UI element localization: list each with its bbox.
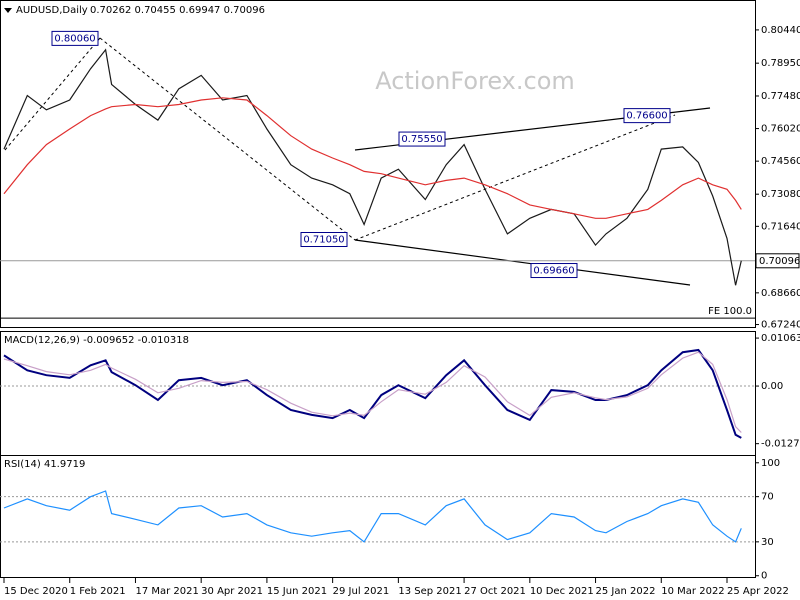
- annotation-label: 0.71050: [303, 235, 344, 246]
- x-tick-label: 30 Apr 2021: [201, 586, 263, 597]
- chart-title: AUDUSD,Daily: [16, 5, 88, 16]
- annotation-box: [530, 263, 578, 279]
- menu-icon: [4, 8, 12, 13]
- annotation-label: 0.75550: [401, 134, 442, 145]
- trend-dash: [4, 37, 101, 151]
- y-tick-label: 0.76020: [761, 124, 800, 135]
- y-tick-label: 0.00: [761, 381, 783, 392]
- series-line: [3, 97, 742, 219]
- macd-panel: [0, 331, 756, 456]
- y-tick-label: 0.74560: [761, 156, 800, 167]
- y-tick-label: 0.73080: [761, 189, 800, 200]
- y-tick-label: 70: [761, 492, 774, 503]
- watermark: ActionForex.com: [375, 67, 575, 95]
- x-tick-label: 13 Sep 2021: [398, 586, 461, 597]
- chart-subtitle: 0.70262 0.70455 0.69947 0.70096: [90, 5, 265, 16]
- series-line: [3, 490, 742, 543]
- x-tick-label: 15 Dec 2020: [4, 586, 68, 597]
- price-panel: [0, 0, 756, 328]
- annotation-box: [300, 232, 348, 248]
- trend-line: [354, 239, 691, 286]
- y-tick-label: 0.78950: [761, 58, 800, 69]
- x-tick-label: 17 Mar 2021: [135, 586, 198, 597]
- x-tick-label: 10 Mar 2022: [661, 586, 724, 597]
- last-price-box: [755, 253, 800, 269]
- x-tick-label: 10 Dec 2021: [530, 586, 594, 597]
- x-tick-label: 25 Apr 2022: [727, 586, 789, 597]
- trend-dash: [99, 37, 356, 241]
- series-line: [3, 48, 742, 286]
- x-tick-label: 15 Jun 2021: [267, 586, 327, 597]
- y-tick-label: 0.77480: [761, 91, 800, 102]
- rsi-panel: [0, 455, 756, 578]
- fe-label: FE 100.0: [708, 306, 752, 317]
- series-line: [3, 351, 742, 433]
- x-tick-label: 27 Oct 2021: [464, 586, 526, 597]
- x-tick-label: 29 Jul 2021: [333, 586, 390, 597]
- y-tick-label: 0.010631: [761, 333, 800, 344]
- annotation-label: 0.69660: [533, 266, 574, 277]
- y-tick-label: 0.80440: [761, 25, 800, 36]
- macd-title: MACD(12,26,9) -0.009652 -0.010318: [4, 335, 189, 346]
- x-tick-label: 1 Feb 2021: [70, 586, 126, 597]
- annotation-box: [51, 30, 99, 46]
- x-tick-label: 25 Jan 2022: [596, 586, 656, 597]
- series-line: [3, 348, 742, 439]
- y-tick-label: 0.68660: [761, 288, 800, 299]
- y-tick-label: 30: [761, 537, 774, 548]
- y-tick-label: 0.67240: [761, 320, 800, 331]
- last-price-label: 0.70096: [759, 256, 800, 267]
- annotation-box: [623, 108, 671, 124]
- y-tick-label: 0.71640: [761, 221, 800, 232]
- annotation-box: [398, 131, 446, 147]
- annotation-label: 0.76600: [626, 111, 667, 122]
- y-tick-label: 0: [761, 571, 767, 582]
- y-tick-label: 100: [761, 458, 780, 469]
- annotation-label: 0.80060: [54, 33, 95, 44]
- rsi-title: RSI(14) 41.9719: [4, 459, 85, 470]
- y-tick-label: -0.012767: [761, 439, 800, 450]
